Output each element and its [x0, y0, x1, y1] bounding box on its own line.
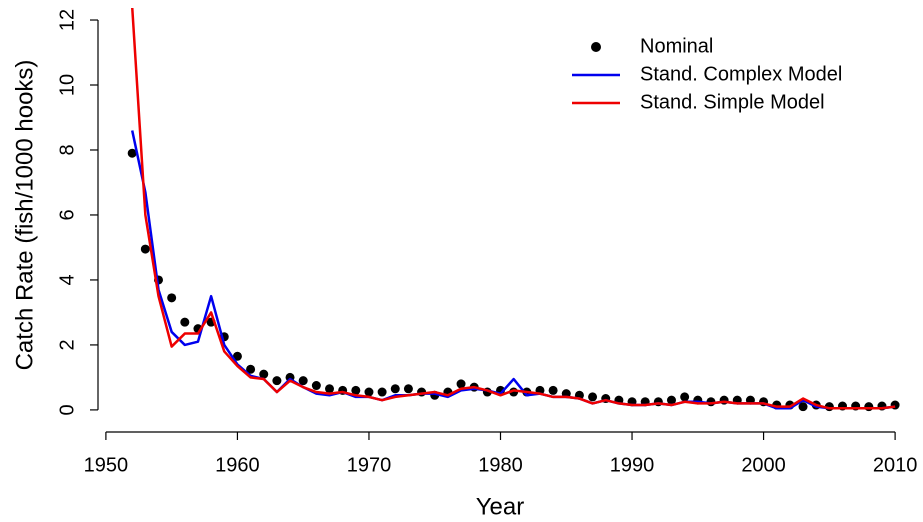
data-point — [680, 392, 690, 402]
data-point — [140, 244, 150, 254]
data-point — [548, 385, 558, 395]
data-point — [864, 402, 874, 412]
data-point — [377, 387, 387, 397]
y-tick-label: 4 — [56, 274, 78, 285]
data-point — [351, 385, 361, 395]
data-point — [311, 381, 321, 391]
y-tick-label: 0 — [56, 404, 78, 415]
data-point — [180, 317, 190, 327]
data-point — [798, 402, 808, 412]
data-point — [298, 376, 308, 386]
data-line — [131, 8, 896, 410]
x-tick-label: 1950 — [84, 454, 129, 476]
data-point — [390, 384, 400, 394]
data-point — [403, 384, 413, 394]
data-point — [325, 384, 335, 394]
x-tick-label: 1990 — [610, 454, 655, 476]
data-point — [259, 369, 269, 379]
legend-label: Stand. Simple Model — [640, 91, 825, 113]
data-point — [666, 395, 676, 405]
legend-label: Nominal — [640, 35, 713, 57]
y-tick-label: 12 — [56, 9, 78, 31]
legend-marker — [591, 42, 601, 52]
y-tick-label: 8 — [56, 144, 78, 155]
data-point — [246, 364, 256, 374]
x-tick-label: 1970 — [347, 454, 392, 476]
data-point — [456, 379, 466, 389]
y-axis-label: Catch Rate (fish/1000 hooks) — [11, 60, 38, 371]
data-point — [364, 387, 374, 397]
data-point — [272, 376, 282, 386]
x-axis-label: Year — [476, 493, 525, 520]
y-tick-label: 10 — [56, 74, 78, 96]
y-tick-label: 6 — [56, 209, 78, 220]
data-line — [130, 130, 896, 410]
x-tick-label: 2010 — [873, 454, 918, 476]
plot-area — [127, 8, 900, 412]
data-point — [127, 148, 137, 158]
x-tick-label: 1980 — [478, 454, 523, 476]
data-point — [167, 293, 177, 303]
legend: Nominal Stand. Complex Model Stand. Simple… — [572, 35, 842, 113]
data-point — [588, 392, 598, 402]
y-tick-label: 2 — [56, 339, 78, 350]
x-tick-label: 1960 — [215, 454, 260, 476]
x-tick-label: 2000 — [741, 454, 786, 476]
legend-label: Stand. Complex Model — [640, 63, 842, 85]
data-point — [232, 351, 242, 361]
